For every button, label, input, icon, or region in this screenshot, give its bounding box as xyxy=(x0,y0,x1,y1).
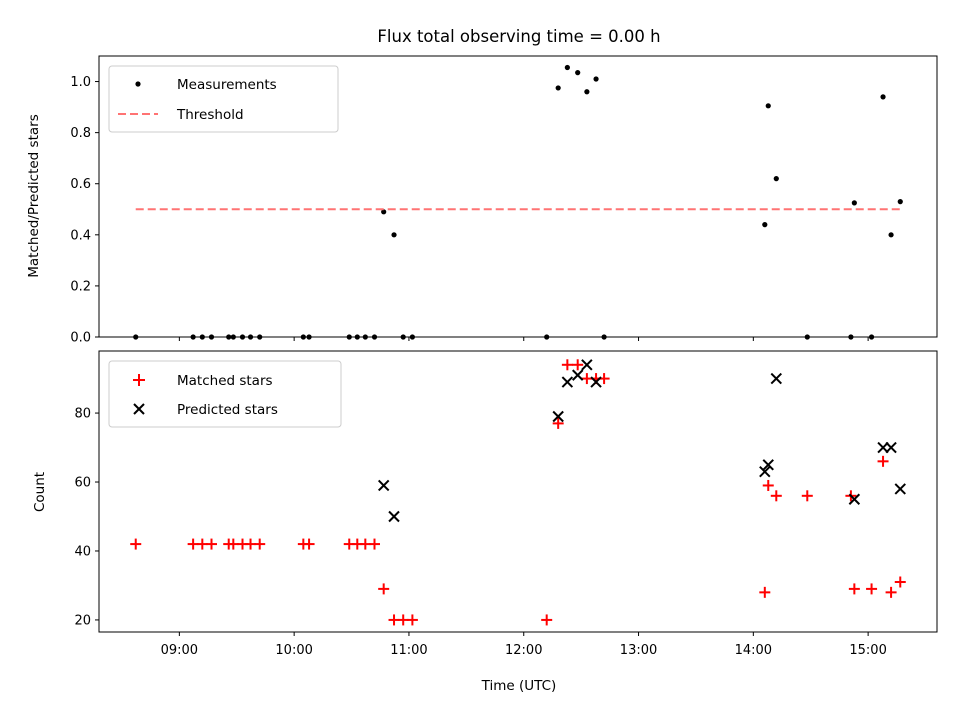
matched-star-marker xyxy=(187,538,199,550)
measurement-point xyxy=(888,232,894,238)
matched-star-marker xyxy=(561,359,573,371)
predicted-star-marker xyxy=(894,483,906,495)
top-panel: Flux total observing time = 0.00 h 0.00.… xyxy=(26,27,938,346)
bottom-y-tick-label: 40 xyxy=(74,544,91,559)
matched-star-marker xyxy=(762,479,774,491)
x-tick-label: 11:00 xyxy=(390,643,427,658)
measurement-point xyxy=(773,176,779,182)
top-legend-box xyxy=(108,65,339,133)
measurement-point xyxy=(880,94,886,100)
bottom-y-tick-label: 20 xyxy=(74,613,91,628)
top-y-tick-label: 1.0 xyxy=(70,75,91,90)
x-axis-label: Time (UTC) xyxy=(481,678,557,694)
matched-star-marker xyxy=(801,490,813,502)
bottom-legend: Matched stars Predicted stars xyxy=(108,360,342,428)
matched-star-marker xyxy=(770,490,782,502)
matched-star-marker xyxy=(894,576,906,588)
matched-star-marker xyxy=(848,583,860,595)
measurement-point xyxy=(765,103,771,109)
top-ticks: 0.0 0.2 0.4 0.6 0.8 1.0 xyxy=(70,75,869,346)
matched-star-marker xyxy=(369,538,381,550)
legend-matched-marker xyxy=(133,374,145,386)
predicted-star-marker xyxy=(388,510,400,523)
measurement-point xyxy=(593,76,599,82)
legend-matched-label: Matched stars xyxy=(177,373,273,389)
predicted-star-marker xyxy=(762,459,774,471)
matched-star-marker xyxy=(541,614,553,626)
x-tick-label: 12:00 xyxy=(505,643,542,658)
top-y-tick-label: 0.0 xyxy=(70,331,91,346)
top-y-tick-label: 0.6 xyxy=(70,177,91,192)
top-y-axis-label: Matched/Predicted stars xyxy=(26,114,42,277)
legend-predicted-label: Predicted stars xyxy=(177,402,278,418)
top-axes-frame xyxy=(98,55,938,338)
matched-star-marker xyxy=(885,586,897,598)
matched-star-marker xyxy=(759,586,771,598)
legend-threshold-label: Threshold xyxy=(176,107,244,123)
matched-star-marker xyxy=(877,455,889,467)
matched-star-marker xyxy=(359,538,371,550)
measurement-point xyxy=(575,70,581,76)
matched-star-marker xyxy=(388,614,400,626)
matched-star-marker xyxy=(866,583,878,595)
predicted-star-marker xyxy=(581,359,593,371)
measurement-point xyxy=(555,85,561,91)
chart-title: Flux total observing time = 0.00 h xyxy=(377,27,660,46)
measurement-point xyxy=(897,199,903,205)
measurement-point xyxy=(381,209,387,215)
matched-star-marker xyxy=(130,538,142,550)
top-y-tick-label: 0.8 xyxy=(70,126,91,141)
predicted-star-marker xyxy=(770,372,782,385)
predicted-star-marker xyxy=(377,479,390,492)
predicted-star-marker xyxy=(561,376,574,388)
x-tick-label: 14:00 xyxy=(735,643,772,658)
bottom-ticks: 20 40 60 80 09:00 10:00 11:00 12:00 13:00 14:00 15… xyxy=(74,407,886,658)
top-y-tick-label: 0.2 xyxy=(70,279,91,294)
bottom-panel: 20 40 60 80 09:00 10:00 11:00 12:00 13:00 14:00 15… xyxy=(32,350,938,694)
matched-star-marker xyxy=(303,538,315,550)
matched-star-marker xyxy=(254,538,266,550)
matched-star-marker xyxy=(378,583,390,595)
x-tick-label: 09:00 xyxy=(161,643,198,658)
matched-star-marker xyxy=(572,359,584,371)
legend-predicted-marker xyxy=(133,403,145,415)
bottom-data-marks xyxy=(130,359,906,626)
measurement-point xyxy=(564,64,570,71)
matched-star-marker xyxy=(227,538,239,550)
measurement-point xyxy=(851,200,857,206)
predicted-star-marker xyxy=(885,441,897,454)
legend-measurements-label: Measurements xyxy=(177,77,277,93)
matched-star-marker xyxy=(397,614,409,626)
legend-measurements-marker xyxy=(135,81,141,87)
bottom-axes-frame xyxy=(98,350,938,633)
measurement-point xyxy=(584,89,590,95)
matched-star-marker xyxy=(552,417,564,429)
measurement-point xyxy=(762,222,768,228)
matched-star-marker xyxy=(245,538,257,550)
top-legend: Measurements Threshold xyxy=(108,65,339,133)
bottom-legend-box xyxy=(108,360,342,428)
matched-star-marker xyxy=(205,538,217,550)
predicted-star-marker xyxy=(571,369,584,381)
matched-star-marker xyxy=(196,538,208,550)
measurement-point xyxy=(391,232,397,238)
matched-star-marker xyxy=(581,373,593,385)
bottom-y-tick-label: 60 xyxy=(74,476,91,491)
bottom-y-axis-label: Count xyxy=(32,472,48,512)
x-tick-label: 10:00 xyxy=(275,643,312,658)
predicted-star-marker xyxy=(759,465,771,478)
predicted-star-marker xyxy=(552,410,564,423)
predicted-star-marker xyxy=(848,493,861,505)
x-tick-label: 13:00 xyxy=(620,643,657,658)
top-y-tick-label: 0.4 xyxy=(70,228,91,243)
x-tick-label: 15:00 xyxy=(849,643,886,658)
matched-star-marker xyxy=(406,614,418,626)
predicted-star-marker xyxy=(590,376,602,388)
bottom-y-tick-label: 80 xyxy=(74,407,91,422)
